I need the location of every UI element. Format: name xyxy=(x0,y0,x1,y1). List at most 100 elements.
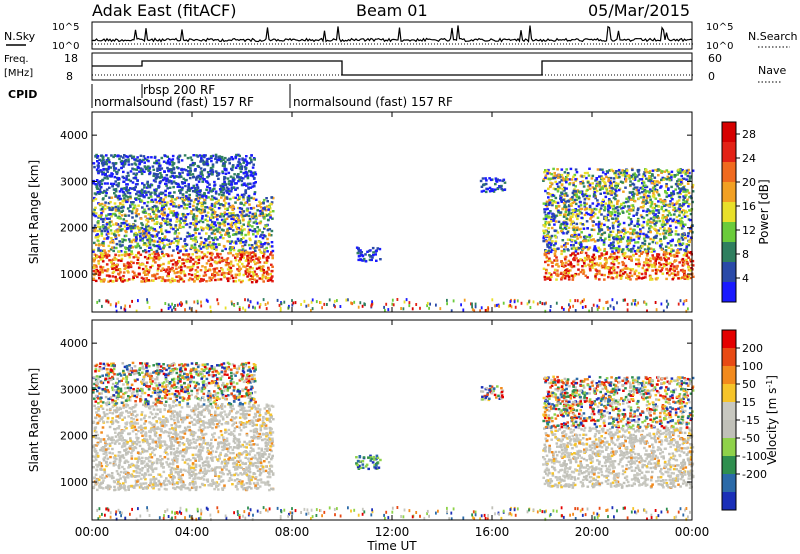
range-cell xyxy=(177,280,180,283)
range-cell xyxy=(195,222,198,226)
range-cell xyxy=(155,207,158,210)
range-cell xyxy=(129,264,133,267)
range-cell xyxy=(106,157,110,160)
range-cell xyxy=(623,233,626,236)
range-cell xyxy=(128,187,132,190)
range-cell xyxy=(182,280,186,283)
range-cell xyxy=(186,173,190,177)
noise-cell xyxy=(129,304,131,308)
range-cell xyxy=(663,227,666,230)
range-cell xyxy=(626,242,630,245)
range-cell xyxy=(244,175,247,178)
range-cell xyxy=(566,178,569,181)
range-cell xyxy=(154,180,157,183)
range-cell xyxy=(269,273,272,276)
range-cell xyxy=(262,256,265,259)
range-cell xyxy=(665,261,668,264)
range-cell xyxy=(641,251,645,254)
range-cell xyxy=(589,213,592,216)
range-cell xyxy=(570,265,574,269)
range-cell xyxy=(254,198,258,201)
range-cell xyxy=(681,276,684,279)
range-cell xyxy=(547,277,550,280)
range-cell xyxy=(683,252,687,255)
range-cell xyxy=(103,207,107,211)
range-cell xyxy=(157,194,160,197)
range-cell xyxy=(240,231,243,234)
range-cell xyxy=(132,168,136,171)
range-cell xyxy=(660,248,664,251)
range-cell xyxy=(176,245,180,249)
range-cell xyxy=(600,252,603,255)
range-cell xyxy=(245,201,249,204)
range-cell xyxy=(649,237,652,241)
range-cell xyxy=(550,226,554,230)
range-cell xyxy=(110,215,113,218)
range-cell xyxy=(183,274,187,277)
range-cell xyxy=(629,180,632,183)
range-cell xyxy=(676,264,679,268)
range-cell xyxy=(560,229,563,233)
range-cell xyxy=(176,261,179,265)
range-cell xyxy=(119,155,122,158)
range-cell xyxy=(101,241,104,245)
range-cell xyxy=(601,171,605,174)
range-cell xyxy=(550,241,553,244)
range-cell xyxy=(94,206,97,209)
range-cell xyxy=(570,244,573,247)
range-cell xyxy=(642,220,646,224)
range-cell xyxy=(196,270,199,273)
range-cell xyxy=(573,235,577,238)
range-cell xyxy=(376,247,380,250)
range-cell xyxy=(247,252,251,255)
range-cell xyxy=(141,168,144,171)
range-cell xyxy=(621,181,624,184)
range-cell xyxy=(632,214,635,217)
range-cell xyxy=(159,171,162,175)
range-cell xyxy=(605,170,609,173)
range-cell xyxy=(98,192,101,195)
range-cell xyxy=(614,217,618,220)
range-cell xyxy=(239,176,242,179)
range-cell xyxy=(602,180,606,184)
range-cell xyxy=(678,214,681,217)
range-cell xyxy=(100,207,104,211)
range-cell xyxy=(211,258,214,261)
range-cell xyxy=(177,160,181,164)
range-cell xyxy=(110,196,114,199)
range-cell xyxy=(194,226,197,230)
range-cell xyxy=(208,183,211,186)
range-cell xyxy=(220,256,224,260)
range-cell xyxy=(261,207,265,210)
range-cell xyxy=(156,169,159,172)
range-cell xyxy=(122,271,126,274)
range-cell xyxy=(681,234,684,237)
range-cell xyxy=(622,227,626,230)
range-cell xyxy=(111,239,114,243)
range-cell xyxy=(621,174,624,177)
range-cell xyxy=(172,180,176,183)
range-cell xyxy=(156,272,159,276)
range-cell xyxy=(200,170,204,173)
range-cell xyxy=(111,207,115,210)
range-cell xyxy=(248,267,251,270)
range-cell xyxy=(582,195,585,198)
range-cell xyxy=(228,183,232,186)
noise-cell xyxy=(353,300,356,304)
range-cell xyxy=(196,185,199,189)
range-cell xyxy=(560,184,564,187)
range-cell xyxy=(663,253,667,257)
range-cell xyxy=(167,254,170,258)
range-cell xyxy=(625,276,628,279)
range-cell xyxy=(569,197,572,201)
range-cell xyxy=(583,171,587,175)
range-cell xyxy=(641,181,644,185)
range-cell xyxy=(206,251,210,254)
range-cell xyxy=(114,190,118,193)
range-cell xyxy=(171,158,175,161)
range-cell xyxy=(132,176,136,180)
range-cell xyxy=(169,210,172,213)
range-cell xyxy=(644,261,648,265)
range-cell xyxy=(561,263,564,266)
range-cell xyxy=(637,173,641,176)
